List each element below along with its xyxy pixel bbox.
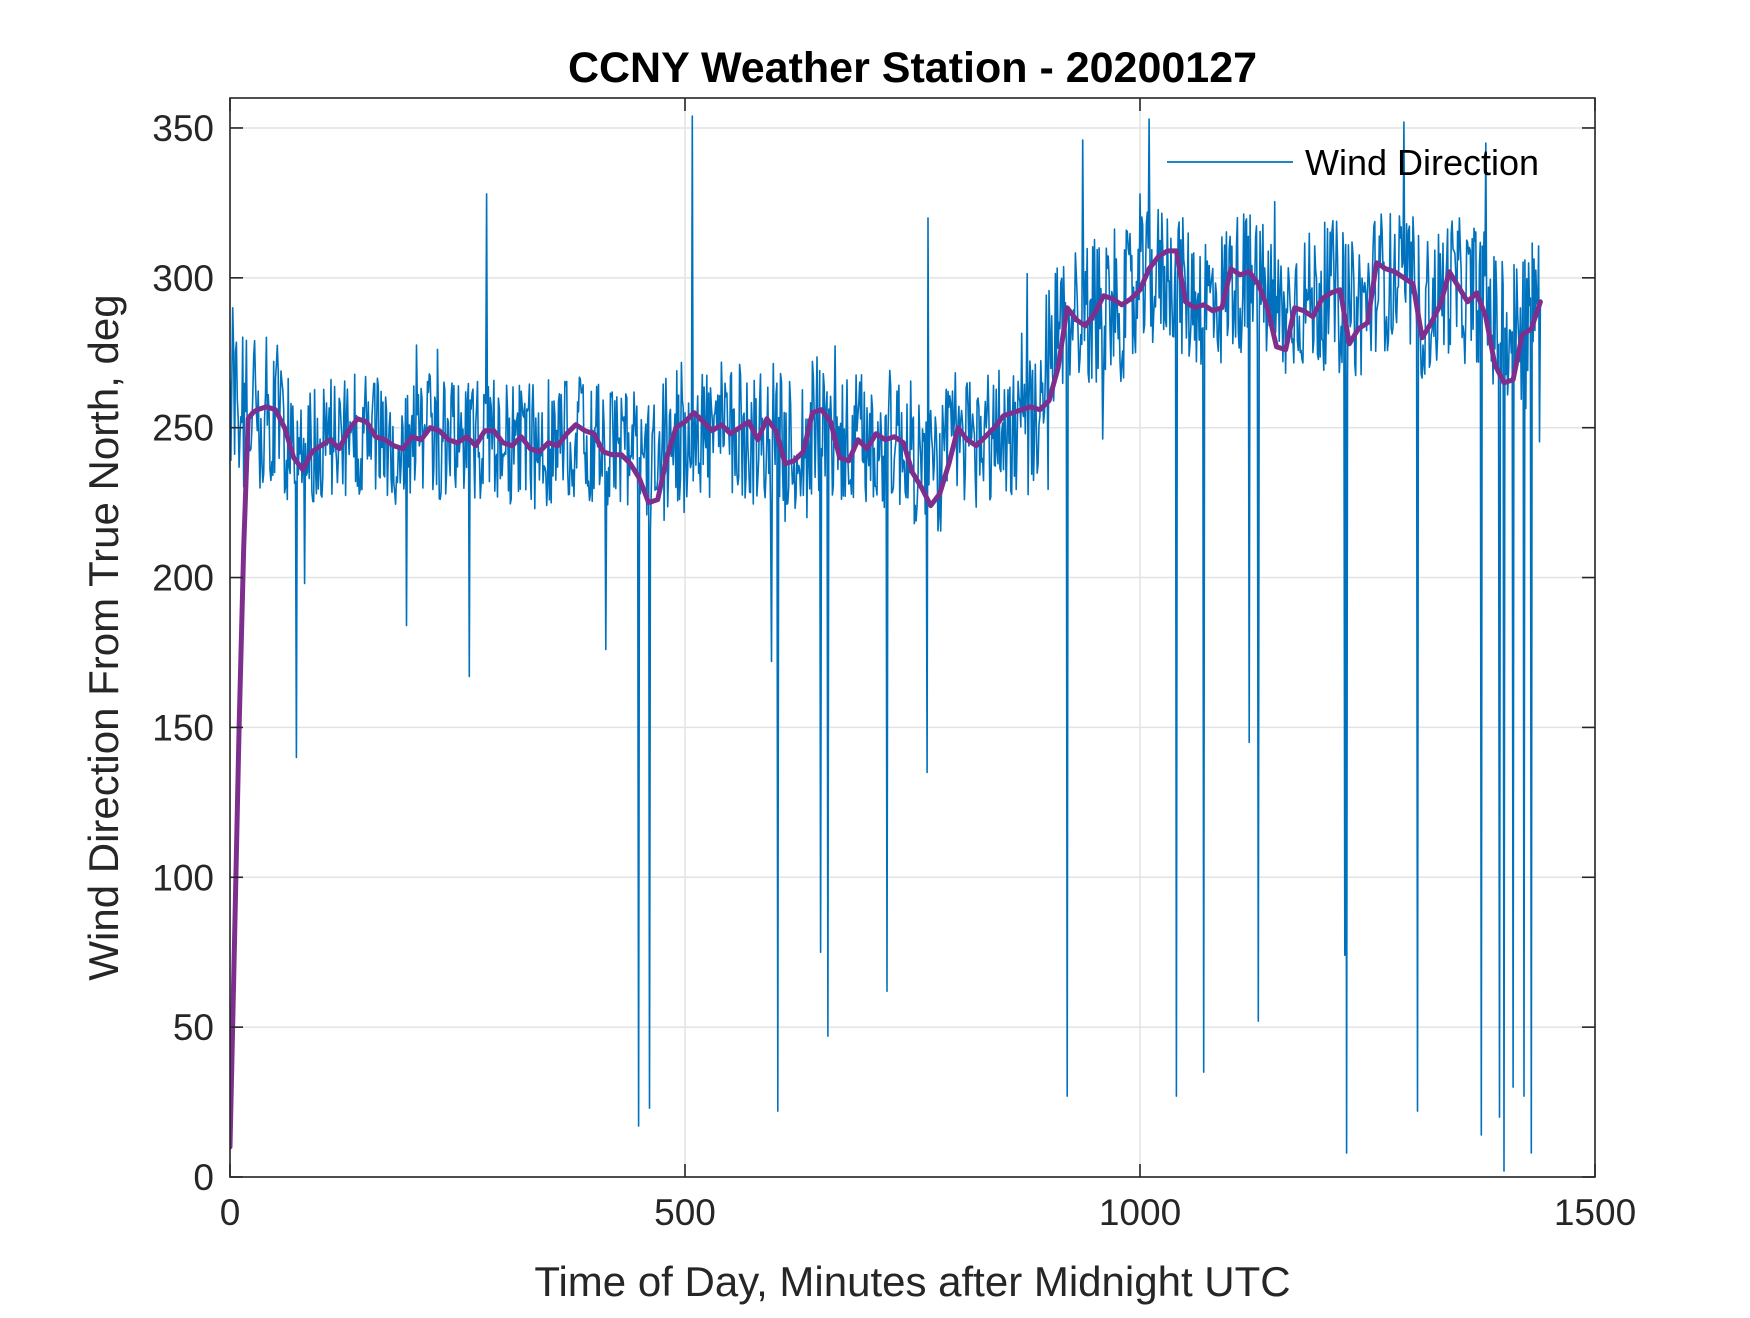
- tick-labels: 0 500 1000 1500 0 50 100 150 200 250 300 350: [152, 108, 1636, 1233]
- series-line-running-average: [230, 248, 1543, 1150]
- y-tick-label: 350: [152, 108, 214, 149]
- y-tick-label: 100: [152, 857, 214, 898]
- y-tick-label: 150: [152, 707, 214, 748]
- y-tick-label: 200: [152, 558, 214, 599]
- axes-frame: [229, 97, 1596, 1178]
- y-tick-label: 0: [193, 1157, 214, 1198]
- legend: Wind Direction: [1167, 142, 1539, 183]
- x-tick-label: 0: [220, 1192, 241, 1233]
- legend-label-wind-direction: Wind Direction: [1305, 142, 1539, 183]
- y-tick-label: 250: [152, 408, 214, 449]
- x-tick-label: 500: [654, 1192, 716, 1233]
- x-axis-label: Time of Day, Minutes after Midnight UTC: [534, 1258, 1290, 1305]
- x-tick-label: 1500: [1554, 1192, 1636, 1233]
- y-tick-label: 50: [173, 1007, 214, 1048]
- tick-marks: [229, 98, 1596, 1178]
- chart-title: CCNY Weather Station - 20200127: [568, 44, 1257, 92]
- series-line-wind-direction: [230, 115, 1542, 1172]
- y-axis-label: Wind Direction From True North, deg: [80, 294, 127, 980]
- series-layer: [230, 115, 1543, 1172]
- y-tick-label: 300: [152, 258, 214, 299]
- x-tick-label: 1000: [1099, 1192, 1181, 1233]
